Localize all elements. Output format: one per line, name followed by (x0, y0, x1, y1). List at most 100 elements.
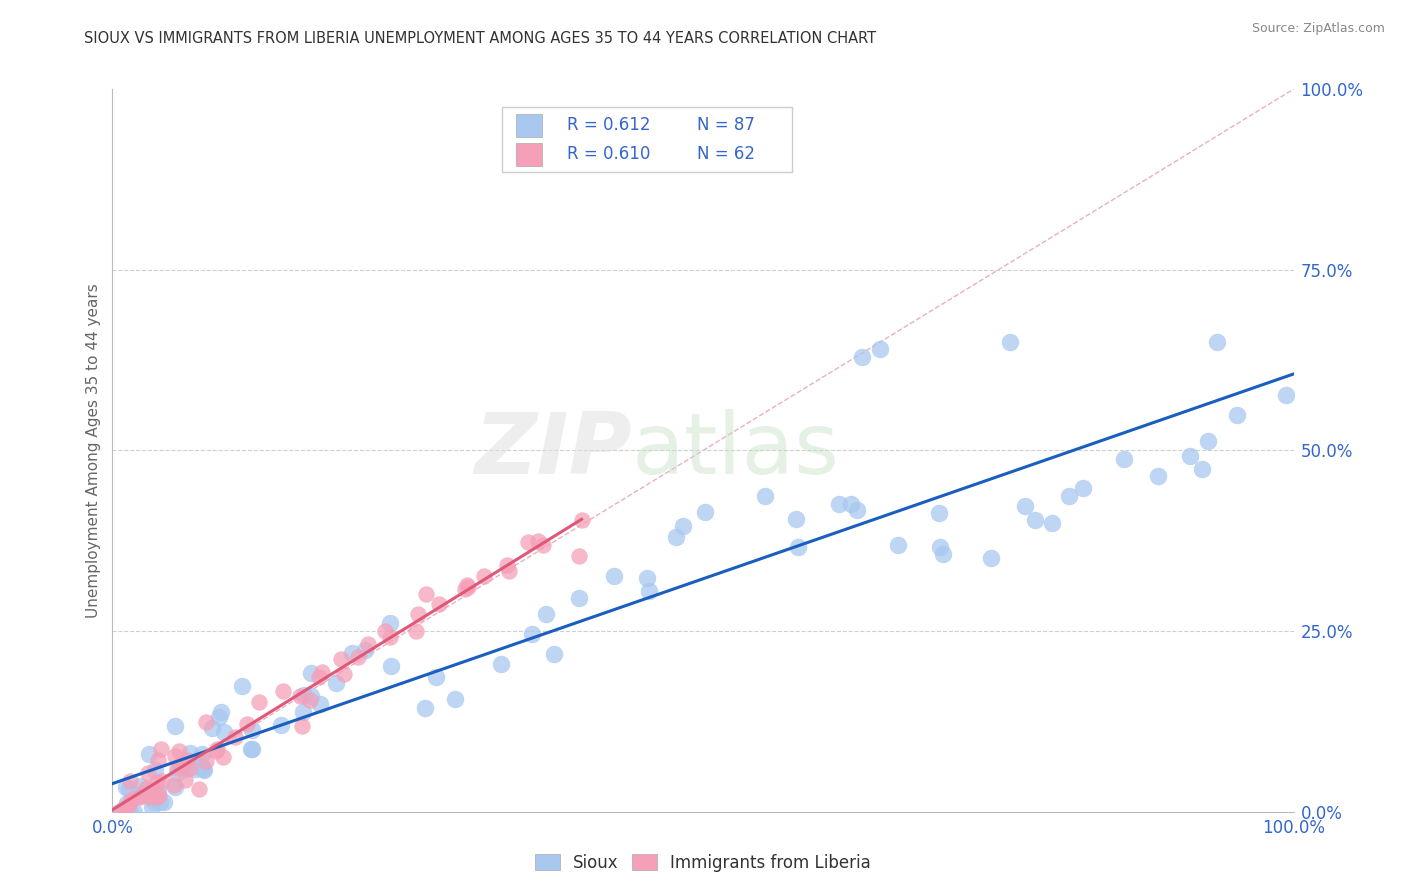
Point (129, 789, 152, 804)
Point (193, 763, 215, 777)
Point (665, 530, 688, 544)
Point (527, 533, 550, 548)
Point (142, 795, 165, 809)
Point (568, 591, 591, 606)
Point (456, 577, 478, 591)
Point (208, 709, 231, 723)
Point (427, 597, 450, 611)
Point (330, 652, 353, 666)
Point (342, 646, 364, 660)
Point (928, 506, 950, 520)
Point (1147, 468, 1170, 483)
Point (405, 624, 427, 638)
Point (145, 763, 167, 777)
Point (240, 742, 263, 756)
Point (536, 607, 558, 621)
Point (932, 547, 955, 561)
Point (117, 798, 139, 813)
Point (136, 765, 159, 780)
Point (454, 582, 477, 596)
Point (146, 790, 169, 805)
Point (845, 503, 868, 517)
Point (457, 580, 479, 594)
Point (1024, 513, 1046, 527)
Point (443, 692, 465, 706)
Point (224, 730, 246, 744)
Point (1014, 499, 1036, 513)
Point (231, 679, 253, 693)
Point (498, 565, 520, 579)
Point (121, 792, 143, 806)
Point (162, 778, 184, 792)
Point (115, 780, 138, 794)
Point (638, 584, 661, 599)
Point (191, 747, 214, 762)
Point (308, 670, 330, 684)
Point (146, 782, 169, 797)
Point (139, 790, 162, 805)
Point (1205, 334, 1227, 349)
Point (120, 773, 142, 788)
Point (1059, 489, 1081, 503)
Point (851, 350, 873, 364)
Point (118, 805, 141, 819)
Point (173, 772, 195, 787)
Point (785, 512, 807, 526)
Point (191, 760, 214, 774)
Point (543, 648, 565, 662)
Y-axis label: Unemployment Among Ages 35 to 44 years: Unemployment Among Ages 35 to 44 years (86, 283, 101, 618)
Text: atlas: atlas (633, 409, 841, 492)
Point (115, 797, 138, 811)
Point (141, 787, 163, 801)
Point (347, 649, 370, 664)
Point (887, 538, 910, 552)
Point (166, 766, 188, 780)
FancyBboxPatch shape (502, 107, 792, 172)
Point (415, 586, 437, 600)
Point (150, 773, 173, 788)
Point (149, 795, 172, 809)
Point (125, 790, 148, 805)
Point (173, 763, 195, 777)
Point (672, 518, 695, 533)
Point (205, 742, 228, 756)
Point (522, 627, 544, 641)
Point (122, 805, 145, 819)
Point (695, 505, 717, 519)
Point (353, 642, 375, 657)
Point (110, 805, 132, 819)
Legend: Sioux, Immigrants from Liberia: Sioux, Immigrants from Liberia (530, 848, 876, 877)
Point (1197, 434, 1219, 448)
Point (308, 697, 330, 711)
Point (603, 569, 626, 583)
Point (214, 725, 236, 739)
Point (357, 637, 380, 651)
Point (1226, 409, 1249, 423)
Point (299, 689, 322, 703)
Point (148, 753, 170, 767)
Point (136, 784, 159, 798)
Point (270, 718, 292, 732)
Point (1071, 481, 1094, 495)
Point (112, 805, 135, 819)
Point (176, 753, 198, 767)
Text: Source: ZipAtlas.com: Source: ZipAtlas.com (1251, 22, 1385, 36)
Point (163, 780, 186, 794)
Point (131, 789, 153, 803)
Point (141, 782, 163, 797)
Text: N = 62: N = 62 (697, 145, 755, 163)
Point (1040, 516, 1063, 531)
Point (425, 670, 447, 684)
Point (141, 799, 163, 814)
Point (240, 742, 263, 756)
Point (153, 795, 176, 809)
Point (290, 689, 312, 703)
Point (179, 746, 201, 760)
Point (413, 701, 436, 715)
Point (163, 749, 186, 764)
Point (150, 742, 173, 756)
FancyBboxPatch shape (516, 114, 543, 136)
Point (118, 781, 141, 796)
Point (531, 538, 554, 552)
Point (209, 705, 232, 719)
